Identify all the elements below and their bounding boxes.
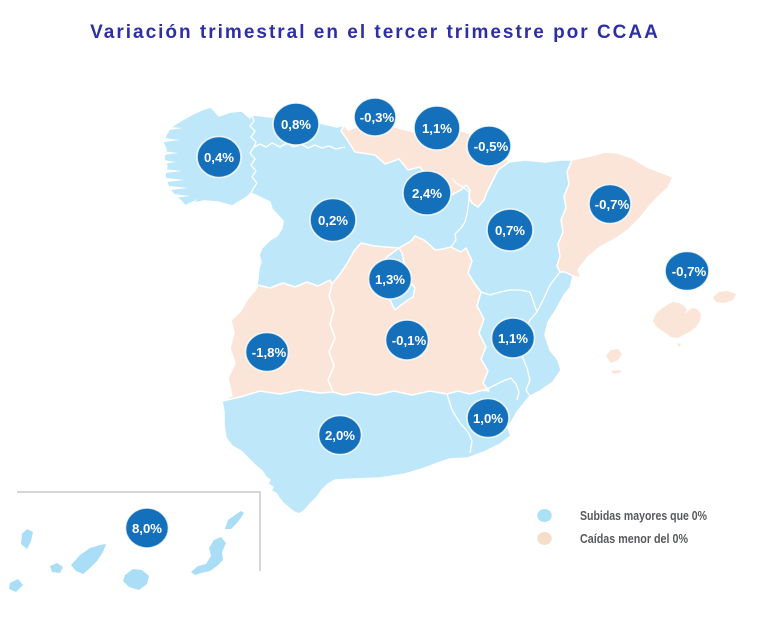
svg-text:0,7%: 0,7% xyxy=(495,223,525,238)
svg-text:-1,8%: -1,8% xyxy=(252,345,287,360)
svg-text:-0,7%: -0,7% xyxy=(672,264,707,279)
svg-text:0,2%: 0,2% xyxy=(318,213,348,228)
svg-text:1,1%: 1,1% xyxy=(498,331,528,346)
svg-text:-0,3%: -0,3% xyxy=(360,110,395,125)
svg-text:0,8%: 0,8% xyxy=(281,117,311,132)
svg-text:1,3%: 1,3% xyxy=(375,272,405,287)
svg-text:Variación trimestral en el ter: Variación trimestral en el tercer trimes… xyxy=(90,22,660,43)
svg-text:2,0%: 2,0% xyxy=(325,428,355,443)
svg-text:Subidas mayores que 0%: Subidas mayores que 0% xyxy=(580,508,707,523)
svg-text:-0,7%: -0,7% xyxy=(595,197,630,212)
svg-text:0,4%: 0,4% xyxy=(204,150,234,165)
svg-text:-0,5%: -0,5% xyxy=(474,139,509,154)
svg-text:Caídas menor del 0%: Caídas menor del 0% xyxy=(580,531,688,546)
svg-text:-0,1%: -0,1% xyxy=(392,333,427,348)
svg-text:2,4%: 2,4% xyxy=(412,186,442,201)
svg-text:8,0%: 8,0% xyxy=(132,521,162,536)
svg-text:1,0%: 1,0% xyxy=(473,411,503,426)
svg-text:1,1%: 1,1% xyxy=(422,121,452,136)
